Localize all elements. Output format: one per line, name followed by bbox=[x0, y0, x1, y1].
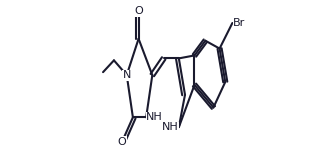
Text: N: N bbox=[123, 70, 131, 80]
Text: NH: NH bbox=[162, 122, 179, 132]
Text: O: O bbox=[134, 6, 143, 16]
Text: NH: NH bbox=[146, 112, 163, 122]
Text: Br: Br bbox=[233, 18, 245, 28]
Text: O: O bbox=[118, 137, 126, 147]
